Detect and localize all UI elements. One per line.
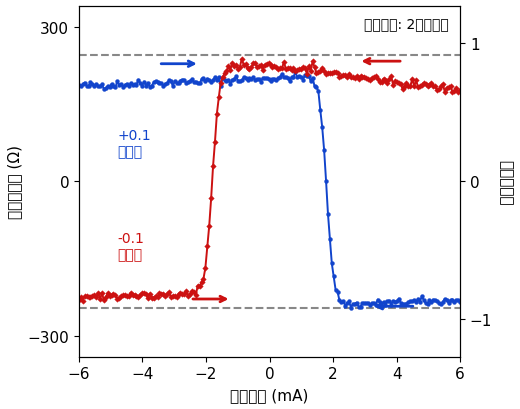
Text: -0.1
テスラ: -0.1 テスラ [117, 231, 144, 261]
Text: +0.1
テスラ: +0.1 テスラ [117, 128, 151, 158]
Y-axis label: ホール抵抗 (Ω): ホール抵抗 (Ω) [7, 145, 22, 219]
X-axis label: 印加電流 (mA): 印加電流 (mA) [230, 387, 309, 402]
Text: 測定温度: 2ケルビン: 測定温度: 2ケルビン [364, 18, 449, 31]
Y-axis label: 磁化反転率: 磁化反転率 [498, 159, 513, 204]
